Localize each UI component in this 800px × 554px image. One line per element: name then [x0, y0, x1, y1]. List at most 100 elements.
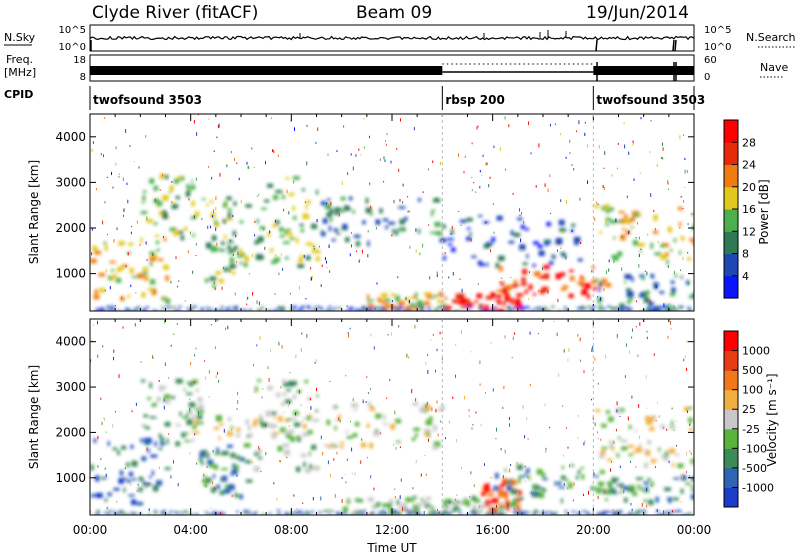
ground-scatter-cell	[380, 309, 384, 311]
ground-scatter-cell	[326, 509, 330, 512]
echo-cell	[374, 505, 380, 508]
scatter-point	[670, 328, 672, 330]
echo-cell	[146, 275, 149, 281]
scatter-point	[482, 154, 484, 157]
echo-cell	[649, 427, 655, 431]
echo-cell	[163, 237, 167, 241]
echo-cell	[481, 492, 486, 497]
echo-cell	[672, 462, 675, 467]
echo-cell	[281, 393, 287, 396]
echo-cell	[320, 229, 323, 232]
scatter-point	[486, 162, 488, 165]
echo-cell	[500, 281, 505, 286]
nsearch-tick-top: 10^5	[704, 25, 731, 36]
scatter-point	[547, 290, 549, 294]
scatter-point	[286, 189, 288, 194]
ground-scatter-cell	[437, 306, 441, 309]
echo-cell	[388, 221, 395, 225]
nsearch-spike	[672, 39, 675, 52]
echo-cell	[485, 295, 493, 300]
echo-cell	[326, 212, 332, 218]
ground-scatter-cell	[126, 513, 130, 515]
velocity-xlabel: Time UT	[366, 541, 417, 554]
echo-cell	[461, 501, 468, 505]
scatter-point	[638, 404, 640, 408]
echo-cell	[428, 416, 433, 420]
scatter-point	[146, 216, 148, 221]
echo-cell	[283, 382, 289, 387]
echo-cell	[397, 512, 402, 515]
ground-scatter-cell	[383, 510, 386, 513]
echo-cell	[678, 222, 682, 227]
scatter-point	[429, 276, 431, 280]
ground-scatter-cell	[393, 509, 397, 512]
echo-cell	[305, 255, 311, 261]
echo-cell	[664, 451, 669, 457]
echo-cell	[153, 198, 160, 204]
ground-scatter-cell	[134, 309, 138, 311]
scatter-point	[623, 122, 625, 125]
scatter-point	[287, 404, 289, 407]
ground-scatter-cell	[580, 306, 584, 309]
scatter-point	[370, 333, 372, 337]
echo-cell	[199, 451, 205, 458]
echo-cell	[692, 239, 694, 245]
echo-cell	[541, 286, 549, 292]
echo-cell	[226, 196, 232, 201]
scatter-point	[686, 340, 688, 343]
scatter-point	[478, 504, 480, 509]
scatter-point	[578, 120, 580, 125]
echo-cell	[234, 492, 238, 498]
echo-cell	[502, 301, 506, 307]
scatter-point	[311, 275, 313, 280]
echo-cell	[227, 244, 231, 251]
ground-scatter-cell	[107, 305, 111, 308]
echo-cell	[337, 414, 342, 420]
echo-cell	[279, 227, 284, 232]
scatter-point	[156, 417, 158, 420]
ground-scatter-cell	[299, 510, 303, 513]
scatter-point	[580, 242, 582, 244]
ground-scatter-cell	[358, 510, 361, 513]
echo-cell	[663, 309, 668, 311]
scatter-point	[219, 173, 221, 177]
echo-cell	[487, 498, 490, 501]
echo-cell	[498, 494, 503, 498]
echo-cell	[466, 300, 470, 307]
ground-scatter-cell	[154, 510, 157, 513]
scatter-point	[333, 458, 335, 461]
scatter-point	[654, 228, 656, 231]
echo-cell	[602, 489, 608, 494]
echo-cell	[141, 292, 146, 298]
ground-scatter-cell	[604, 510, 608, 513]
power-echo-field	[90, 173, 694, 311]
echo-cell	[502, 481, 508, 486]
ground-scatter-cell	[380, 512, 383, 515]
echo-cell	[111, 269, 115, 272]
echo-cell	[486, 262, 489, 267]
scatter-point	[632, 143, 634, 146]
echo-cell	[599, 470, 605, 474]
echo-cell	[461, 305, 469, 308]
echo-cell	[96, 492, 103, 498]
scatter-point	[635, 237, 637, 239]
scatter-point	[196, 132, 198, 136]
scatter-point	[668, 460, 670, 464]
scatter-point	[315, 359, 317, 363]
ground-scatter-cell	[583, 307, 587, 310]
echo-cell	[607, 481, 611, 486]
echo-cell	[112, 447, 117, 451]
scatter-point	[663, 427, 665, 430]
echo-cell	[648, 302, 655, 305]
echo-cell	[666, 304, 672, 310]
echo-cell	[429, 296, 435, 299]
echo-cell	[689, 294, 694, 299]
echo-cell	[510, 488, 518, 495]
echo-cell	[303, 461, 306, 468]
echo-cell	[535, 491, 541, 498]
scatter-point	[567, 487, 569, 490]
ground-scatter-cell	[689, 512, 693, 515]
scatter-point	[489, 176, 491, 179]
scatter-point	[637, 222, 639, 225]
echo-cell	[447, 306, 452, 310]
